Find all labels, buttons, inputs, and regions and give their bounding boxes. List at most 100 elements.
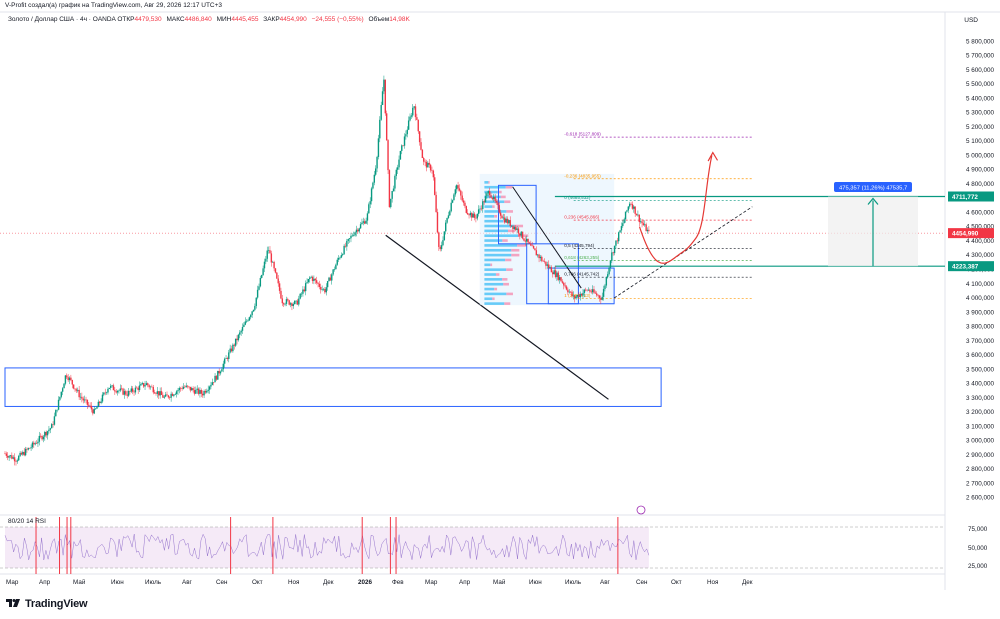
channel-line[interactable] — [512, 186, 582, 289]
x-tick-label: 2026 — [358, 579, 373, 586]
candle-body — [325, 287, 327, 293]
y-tick-label: 5 600,000 — [966, 67, 995, 74]
candle-body — [234, 338, 237, 346]
candle-body — [528, 242, 531, 244]
candle-body — [475, 217, 477, 219]
range-box[interactable] — [498, 184, 537, 245]
candle-body — [609, 260, 612, 268]
candle-body — [270, 253, 273, 263]
candle-body — [169, 397, 171, 398]
x-tick-label: Июн — [111, 579, 124, 586]
candle-body — [348, 238, 351, 240]
volume-profile-bar-sell — [503, 282, 509, 286]
candle-body — [81, 396, 83, 399]
volume-profile-bar — [484, 282, 504, 286]
projection-arrow-head — [707, 151, 719, 162]
candle-body — [155, 393, 157, 394]
candle-body — [48, 429, 50, 432]
tradingview-logo[interactable]: TradingView — [6, 598, 88, 610]
candle-body — [159, 391, 161, 396]
trend-line[interactable] — [385, 234, 609, 400]
x-tick-label: Фев — [392, 579, 404, 586]
candle-body — [92, 409, 94, 414]
candle-body — [13, 457, 16, 462]
event-icon[interactable] — [636, 505, 646, 515]
candle-body — [340, 255, 343, 258]
candle-body — [513, 227, 516, 230]
candle-body — [63, 383, 65, 389]
candle-body — [138, 385, 141, 391]
candle-body — [379, 119, 381, 139]
volume-profile-bar — [484, 234, 519, 238]
candle-body — [284, 303, 286, 305]
candle-body — [556, 272, 558, 278]
candle-body — [398, 159, 400, 168]
close-label: ЗАКР — [263, 16, 280, 23]
candle-body — [230, 348, 233, 352]
y-tick-label: 5 200,000 — [966, 124, 995, 131]
change-value: −24,555 (−0,55%) — [311, 16, 364, 23]
range-box[interactable] — [547, 267, 615, 305]
candle-body — [605, 277, 608, 286]
candle-body — [445, 222, 447, 232]
candle-body — [351, 235, 354, 237]
candle-body — [417, 119, 419, 132]
candle-body — [149, 386, 152, 388]
candle-body — [8, 456, 10, 458]
y-tick-label: 5 300,000 — [966, 110, 995, 117]
candle-body — [453, 194, 455, 201]
candle-body — [108, 387, 111, 389]
candle-body — [204, 390, 207, 393]
symbol-name[interactable]: Золото / Доллар США · 4ч · OANDA — [8, 16, 116, 23]
candle-body — [259, 277, 262, 287]
candle-body — [177, 390, 179, 392]
low-value: 4445,455 — [231, 16, 259, 23]
candle-body — [423, 158, 425, 162]
candle-body — [491, 197, 494, 200]
candle-body — [600, 297, 602, 300]
candle-body — [628, 203, 631, 207]
fib-level-label: 0,786 (4145,742) — [564, 272, 599, 277]
volume-profile-bar-sell — [500, 195, 506, 199]
candle-body — [343, 245, 345, 255]
candle-body — [466, 212, 469, 215]
volume-profile-bar-sell — [514, 224, 524, 228]
candle-body — [222, 363, 224, 370]
candle-body — [479, 208, 481, 210]
candle-body — [96, 407, 98, 409]
candle-body — [4, 453, 6, 455]
candle-body — [232, 344, 234, 352]
projection-path[interactable] — [638, 155, 713, 264]
candle-body — [447, 215, 450, 218]
candle-body — [567, 289, 569, 293]
candle-body — [182, 386, 185, 389]
candle-body — [103, 392, 105, 395]
candle-body — [125, 391, 127, 395]
volume-profile-bar-sell — [511, 253, 520, 257]
candle-body — [549, 267, 551, 268]
volume-profile-bar — [484, 248, 512, 252]
candle-body — [83, 399, 86, 401]
candle-body — [59, 396, 61, 400]
support-zone-rect[interactable] — [4, 367, 662, 407]
candle-body — [152, 387, 154, 393]
candle-body — [233, 344, 235, 346]
candle-body — [35, 443, 38, 444]
candle-body — [506, 218, 509, 224]
candle-body — [110, 385, 112, 388]
candle-body — [461, 195, 463, 201]
volume-profile-bar — [484, 205, 493, 208]
candle-body — [291, 303, 293, 307]
candle-body — [407, 120, 410, 130]
candle-body — [131, 388, 134, 392]
y-tick-label: 4 500,000 — [966, 224, 995, 231]
volume-profile-bar — [484, 278, 503, 281]
candle-body — [164, 394, 167, 397]
candle-body — [12, 457, 14, 459]
candle-body — [359, 224, 362, 229]
candle-body — [501, 215, 503, 219]
price-label-bg — [948, 261, 994, 272]
volume-profile-bar — [484, 181, 489, 184]
volume-profile-bar-sell — [511, 248, 520, 252]
